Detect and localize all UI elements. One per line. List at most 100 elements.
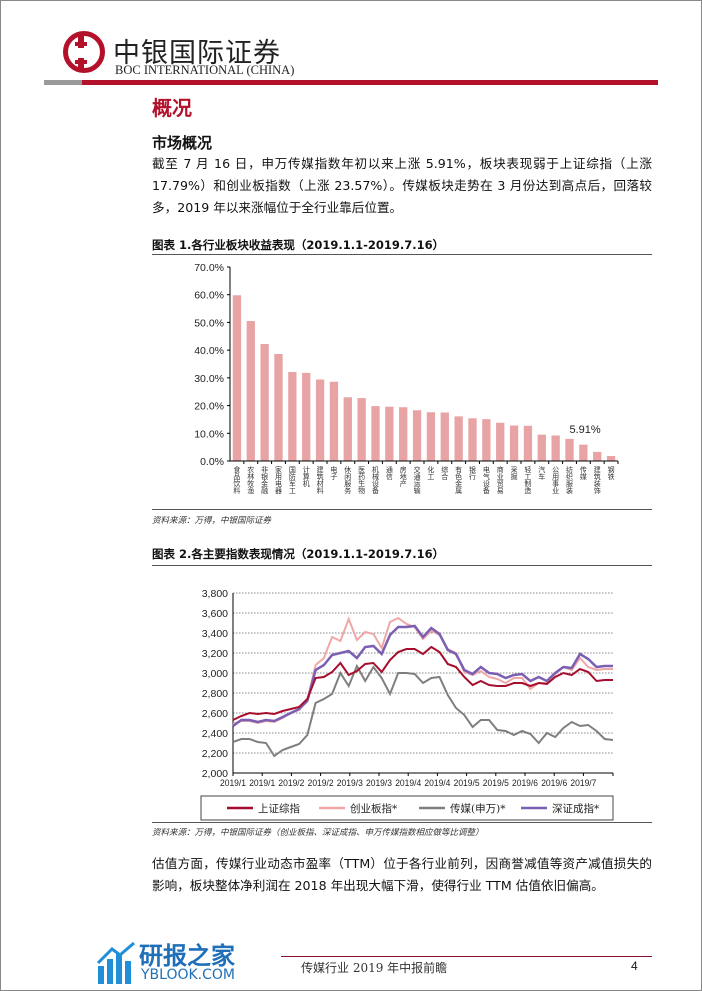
bar <box>551 435 560 461</box>
series-line <box>232 624 613 728</box>
x-tick-label: 银行 <box>469 465 477 481</box>
figure2-top-rule <box>152 565 652 566</box>
header-rule-red <box>82 80 658 85</box>
bar <box>412 410 422 461</box>
bar <box>385 406 394 461</box>
x-tick-label: 2019/5 <box>454 778 480 788</box>
x-tick-label: 2019/7 <box>570 778 596 788</box>
logo-chinese-name: 中银国际证券 <box>113 38 281 69</box>
y-tick-label: 40.0% <box>194 345 224 357</box>
x-tick-label: 2019/6 <box>541 778 567 788</box>
x-tick-label: 2019/1 <box>220 778 246 788</box>
x-tick-label: 医药生物 <box>358 466 366 495</box>
x-tick-label: 电气设备 <box>482 465 490 495</box>
x-tick-label: 建筑装饰 <box>593 465 601 495</box>
subsection-title: 市场概况 <box>152 134 213 152</box>
bar <box>399 407 408 461</box>
watermark-chart-icon <box>96 941 135 984</box>
x-tick-label: 2019/3 <box>366 778 392 788</box>
header-rule-gray <box>44 80 82 85</box>
figure1-title: 图表 1.各行业板块收益表现（2019.1.1-2019.7.16） <box>152 238 445 252</box>
series-line <box>232 645 613 721</box>
bar <box>371 406 380 461</box>
bar <box>246 321 255 461</box>
y-tick-label: 3,200 <box>202 648 228 660</box>
y-tick-label: 2,800 <box>202 688 228 700</box>
y-tick-label: 3,000 <box>202 668 228 680</box>
x-tick-label: 休闲服务 <box>344 465 352 495</box>
figure1-source: 资料来源：万得，中银国际证券 <box>152 516 272 526</box>
figure2-source: 资料来源：万得，中银国际证券（创业板指、深证成指、申万传媒指数相应做等比调整） <box>152 828 484 838</box>
y-tick-label: 20.0% <box>194 401 224 413</box>
bar <box>329 381 339 461</box>
x-tick-label: 2019/2 <box>308 778 334 788</box>
bar <box>302 372 311 461</box>
bar <box>440 412 449 461</box>
x-tick-label: 电子 <box>330 465 338 480</box>
section-title: 概况 <box>152 96 192 120</box>
data-label: 5.91% <box>570 424 601 436</box>
bar <box>565 438 574 461</box>
boc-logo-icon <box>63 31 105 73</box>
x-tick-label: 采掘 <box>510 465 518 481</box>
x-tick-label: 2019/6 <box>512 778 538 788</box>
x-tick-label: 2019/1 <box>249 778 275 788</box>
bar <box>426 412 436 461</box>
industry-returns-bar-chart: 0.0% 10.0% 20.0% 30.0% 40.0% 50.0% 60.0% 70.0% 食… <box>194 262 619 495</box>
y-tick-label: 2,000 <box>202 768 228 780</box>
logo-english-name: BOC INTERNATIONAL (CHINA) <box>115 63 295 77</box>
y-tick-label: 10.0% <box>194 428 224 440</box>
page-number: 4 <box>631 959 638 973</box>
bar <box>454 416 463 461</box>
x-tick-label: 农林牧渔 <box>247 465 255 495</box>
bar <box>274 354 283 461</box>
bar <box>260 344 269 461</box>
bar <box>579 444 588 461</box>
boc-logo-mark <box>72 34 90 72</box>
x-tick-label: 公用事业 <box>552 466 560 494</box>
y-tick-label: 30.0% <box>194 373 224 385</box>
x-tick-label: 有色金属 <box>455 465 463 495</box>
legend-label: 传媒(申万)* <box>450 802 506 815</box>
x-tick-label: 纺织服装 <box>566 465 574 495</box>
x-tick-label: 2019/2 <box>278 778 304 788</box>
y-tick-label: 3,800 <box>202 588 228 600</box>
y-tick-label: 60.0% <box>194 290 224 302</box>
watermark-text: 研报之家 <box>139 942 235 970</box>
bar <box>482 419 491 461</box>
footer-rule <box>281 956 652 957</box>
bar <box>606 456 616 461</box>
x-tick-label: 2019/4 <box>424 778 450 788</box>
bar <box>343 397 352 461</box>
bar <box>523 425 533 461</box>
x-tick-label: 商业贸易 <box>496 465 504 495</box>
x-tick-label: 非银金融 <box>261 465 269 495</box>
x-tick-label: 机械设备 <box>372 465 380 495</box>
bar <box>232 295 242 461</box>
x-tick-label: 房地产 <box>399 465 407 488</box>
y-tick-label: 50.0% <box>194 317 224 329</box>
x-tick-label: 建筑材料 <box>316 465 324 495</box>
x-tick-label: 国防军工 <box>288 466 296 494</box>
x-tick-label: 汽车 <box>538 465 546 481</box>
bar <box>509 425 519 461</box>
bar <box>537 434 546 461</box>
y-tick-label: 3,400 <box>202 628 228 640</box>
bar <box>288 372 297 461</box>
market-overview-paragraph: 截至 7 月 16 日，申万传媒指数年初以来上涨 5.91%，板块表现弱于上证综… <box>152 156 652 215</box>
x-tick-label: 化工 <box>427 465 435 480</box>
y-tick-label: 3,600 <box>202 608 228 620</box>
x-tick-label: 2019/5 <box>483 778 509 788</box>
x-tick-label: 轻工制造 <box>524 465 532 495</box>
legend-label: 上证综指 <box>258 802 300 815</box>
bar <box>496 422 505 461</box>
x-tick-label: 综合 <box>441 465 449 481</box>
x-tick-label: 家用电器 <box>275 465 283 495</box>
bar <box>468 418 477 461</box>
figure1-bottom-rule <box>152 509 652 510</box>
x-tick-label: 钢铁 <box>607 465 615 481</box>
figure2-title: 图表 2.各主要指数表现情况（2019.1.1-2019.7.16） <box>152 547 445 561</box>
index-performance-line-chart: 2,000 2,200 2,400 2,600 2,800 3,000 3,200 3,400… <box>200 588 614 821</box>
x-tick-label: 2019/4 <box>395 778 421 788</box>
